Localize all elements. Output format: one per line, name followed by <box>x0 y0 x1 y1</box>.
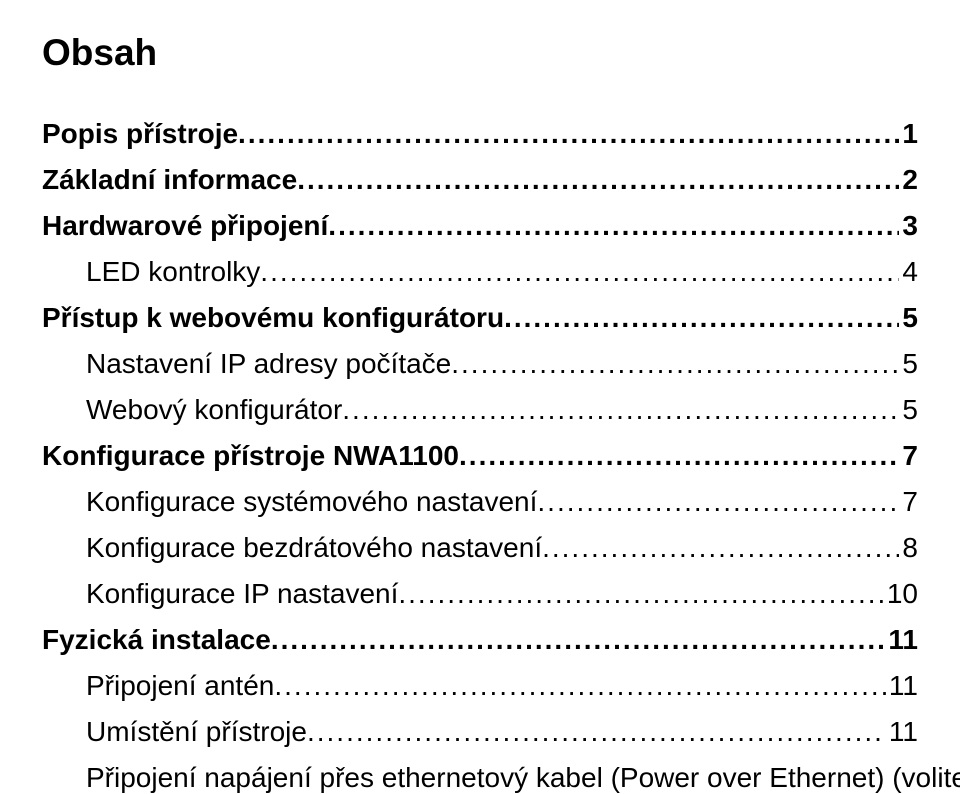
toc-entry: Konfigurace systémového nastavení 7 <box>86 486 918 518</box>
toc-entry-label: Připojení napájení přes ethernetový kabe… <box>86 762 960 794</box>
toc-entry-label: Konfigurace bezdrátového nastavení <box>86 532 542 564</box>
toc-entry-label: LED kontrolky <box>86 256 260 288</box>
toc-leader <box>260 256 899 288</box>
toc-entry: Fyzická instalace 11 <box>42 624 918 656</box>
toc-entry-page: 1 <box>899 118 918 150</box>
toc-entry-page: 11 <box>886 716 918 748</box>
toc-entry-page: 5 <box>899 348 918 380</box>
toc-entry-page: 7 <box>899 486 918 518</box>
toc-entry-label: Konfigurace přístroje NWA1100 <box>42 440 459 472</box>
toc-entry-label: Fyzická instalace <box>42 624 271 656</box>
toc-entry-label: Konfigurace systémového nastavení <box>86 486 537 518</box>
toc-entry: Přístup k webovému konfigurátoru 5 <box>42 302 918 334</box>
toc-leader <box>398 578 883 610</box>
toc-entry: Připojení napájení přes ethernetový kabe… <box>86 762 918 794</box>
toc-entry-label: Přístup k webovému konfigurátoru <box>42 302 504 334</box>
toc-container: Popis přístroje 1 Základní informace 2 Hardw… <box>42 118 918 794</box>
toc-entry: Konfigurace přístroje NWA1100 7 <box>42 440 918 472</box>
toc-entry: Konfigurace IP nastavení 10 <box>86 578 918 610</box>
toc-entry: Konfigurace bezdrátového nastavení 8 <box>86 532 918 564</box>
toc-entry-label: Nastavení IP adresy počítače <box>86 348 451 380</box>
toc-leader <box>459 440 899 472</box>
toc-leader <box>451 348 899 380</box>
toc-entry: Hardwarové připojení 3 <box>42 210 918 242</box>
toc-entry-page: 8 <box>899 532 918 564</box>
toc-leader <box>542 532 899 564</box>
toc-entry: Umístění přístroje 11 <box>86 716 918 748</box>
toc-entry-page: 4 <box>899 256 918 288</box>
toc-entry: Nastavení IP adresy počítače 5 <box>86 348 918 380</box>
toc-entry-page: 5 <box>899 302 918 334</box>
toc-page: Obsah Popis přístroje 1 Základní informace… <box>0 0 960 792</box>
toc-entry-page: 7 <box>899 440 918 472</box>
toc-entry-label: Webový konfigurátor <box>86 394 342 426</box>
toc-leader <box>238 118 899 150</box>
toc-entry-page: 10 <box>884 578 918 610</box>
toc-entry-label: Připojení antén <box>86 670 274 702</box>
toc-entry-label: Konfigurace IP nastavení <box>86 578 398 610</box>
toc-leader <box>307 716 886 748</box>
toc-entry-page: 5 <box>899 394 918 426</box>
toc-entry-page: 2 <box>899 164 918 196</box>
toc-entry-page: 11 <box>886 670 918 702</box>
page-title: Obsah <box>42 32 918 74</box>
toc-entry: Webový konfigurátor 5 <box>86 394 918 426</box>
toc-entry-label: Popis přístroje <box>42 118 238 150</box>
toc-leader <box>537 486 899 518</box>
toc-leader <box>271 624 886 656</box>
toc-entry-label: Hardwarové připojení <box>42 210 328 242</box>
toc-leader <box>328 210 899 242</box>
toc-leader <box>342 394 899 426</box>
toc-entry: Popis přístroje 1 <box>42 118 918 150</box>
toc-entry-label: Umístění přístroje <box>86 716 307 748</box>
toc-entry-page: 3 <box>899 210 918 242</box>
toc-leader <box>504 302 899 334</box>
toc-entry: Připojení antén 11 <box>86 670 918 702</box>
toc-entry-page: 11 <box>885 624 918 656</box>
toc-leader <box>274 670 886 702</box>
toc-entry-label: Základní informace <box>42 164 297 196</box>
toc-entry: Základní informace 2 <box>42 164 918 196</box>
toc-leader <box>297 164 899 196</box>
toc-entry: LED kontrolky 4 <box>86 256 918 288</box>
